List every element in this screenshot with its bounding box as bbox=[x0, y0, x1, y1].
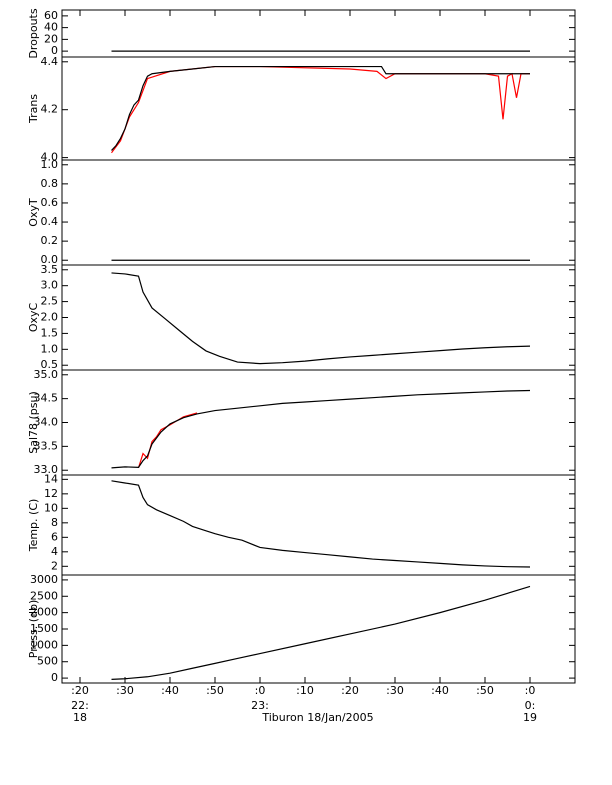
data-line bbox=[111, 65, 530, 154]
y-tick-label: 1.0 bbox=[41, 342, 59, 355]
y-tick-label: 1.5 bbox=[41, 326, 59, 339]
x-tick-label: :50 bbox=[206, 684, 224, 697]
x-label: Tiburon 18/Jan/2005 bbox=[261, 711, 373, 724]
panel-frame bbox=[61, 369, 576, 476]
y-tick-label: 10 bbox=[44, 501, 58, 514]
x-tick-label: :50 bbox=[476, 684, 494, 697]
data-line bbox=[111, 65, 530, 151]
hour-label: 23: bbox=[251, 699, 269, 712]
y-tick-label: 3000 bbox=[30, 573, 58, 586]
y-tick-label: 4 bbox=[51, 545, 58, 558]
x-tick-label: :10 bbox=[296, 684, 314, 697]
y-tick-label: 34.5 bbox=[34, 392, 59, 405]
y-tick-label: 34.0 bbox=[34, 416, 59, 429]
y-tick-label: 0.4 bbox=[41, 215, 59, 228]
data-line bbox=[111, 585, 531, 680]
y-tick-label: 2500 bbox=[30, 589, 58, 602]
panel-frame bbox=[61, 159, 576, 266]
y-tick-label: 60 bbox=[44, 9, 58, 22]
y-tick-label: 500 bbox=[37, 655, 58, 668]
day-label: 19 bbox=[523, 711, 537, 724]
y-tick-label: 1.0 bbox=[41, 158, 59, 171]
y-tick-label: 0.8 bbox=[41, 177, 59, 190]
y-tick-label: 12 bbox=[44, 487, 58, 500]
y-axis-label: OxyC bbox=[27, 303, 40, 333]
y-axis-label: OxyT bbox=[27, 198, 40, 227]
y-tick-label: 0.2 bbox=[41, 234, 59, 247]
y-tick-label: 33.0 bbox=[34, 463, 59, 476]
y-tick-label: 4.2 bbox=[41, 103, 59, 116]
x-tick-label: :30 bbox=[386, 684, 404, 697]
y-tick-label: 3.5 bbox=[41, 263, 59, 276]
panel-frame bbox=[61, 9, 576, 58]
x-tick-label: :0 bbox=[525, 684, 536, 697]
y-tick-label: 4.0 bbox=[41, 151, 59, 164]
y-tick-label: 0.0 bbox=[41, 253, 59, 266]
y-tick-label: 33.5 bbox=[34, 439, 59, 452]
y-axis-label: Press. (db) bbox=[27, 600, 40, 659]
y-tick-label: 35.0 bbox=[34, 368, 59, 381]
data-line bbox=[111, 389, 531, 469]
y-axis-label: Dropouts bbox=[27, 8, 40, 58]
y-tick-label: 4.4 bbox=[41, 55, 59, 68]
y-tick-label: 1000 bbox=[30, 638, 58, 651]
y-tick-label: 40 bbox=[44, 21, 58, 34]
day-label: 18 bbox=[73, 711, 87, 724]
x-tick-label: :40 bbox=[161, 684, 179, 697]
y-tick-label: 2 bbox=[51, 559, 58, 572]
y-tick-label: 8 bbox=[51, 516, 58, 529]
x-tick-label: :20 bbox=[341, 684, 359, 697]
data-line bbox=[137, 412, 198, 469]
y-tick-label: 20 bbox=[44, 32, 58, 45]
y-tick-label: 0 bbox=[51, 671, 58, 684]
panel-frame bbox=[61, 264, 576, 371]
panel-frame bbox=[61, 56, 576, 161]
y-tick-label: 2000 bbox=[30, 606, 58, 619]
hour-label: 22: bbox=[71, 699, 89, 712]
y-tick-label: 6 bbox=[51, 530, 58, 543]
y-tick-label: 0 bbox=[51, 44, 58, 57]
data-line bbox=[111, 480, 531, 568]
y-axis-label: Sal78 (psu) bbox=[27, 391, 40, 454]
y-tick-label: 0.6 bbox=[41, 196, 59, 209]
x-tick-label: :0 bbox=[255, 684, 266, 697]
hour-label: 0: bbox=[525, 699, 536, 712]
panel-frame bbox=[61, 474, 576, 576]
y-tick-label: 0.5 bbox=[41, 358, 59, 371]
y-tick-label: 1500 bbox=[30, 622, 58, 635]
data-line bbox=[111, 272, 531, 365]
y-axis-label: Temp. (C) bbox=[27, 499, 40, 553]
x-tick-label: :20 bbox=[71, 684, 89, 697]
panel-frame bbox=[61, 574, 576, 684]
y-axis-label: Trans bbox=[27, 94, 40, 124]
y-tick-label: 14 bbox=[44, 472, 58, 485]
x-tick-label: :30 bbox=[116, 684, 134, 697]
y-tick-label: 2.5 bbox=[41, 295, 59, 308]
x-tick-label: :40 bbox=[431, 684, 449, 697]
y-tick-label: 2.0 bbox=[41, 311, 59, 324]
y-tick-label: 3.0 bbox=[41, 279, 59, 292]
